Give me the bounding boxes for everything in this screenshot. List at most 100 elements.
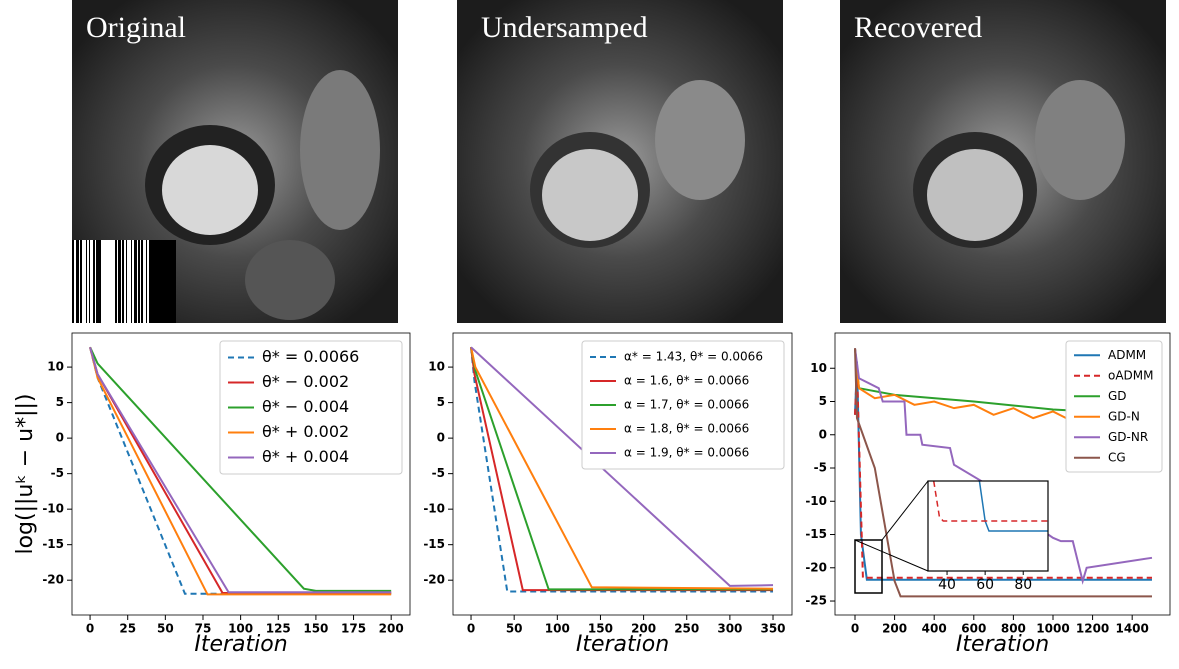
inset-frame bbox=[927, 480, 1049, 572]
plot-frame bbox=[834, 332, 1171, 616]
x-tick-label: 300 bbox=[717, 622, 742, 636]
y-tick-label: 5 bbox=[56, 395, 64, 409]
x-axis-label: Iteration bbox=[956, 632, 1049, 657]
legend-label: θ* + 0.004 bbox=[262, 447, 349, 466]
mask-line bbox=[147, 240, 149, 323]
plot-frame bbox=[452, 332, 793, 616]
y-axis-label: log(||uᵏ − u*||) bbox=[13, 393, 38, 554]
x-tick-label: 400 bbox=[922, 622, 947, 636]
image-original bbox=[72, 0, 398, 323]
y-tick-label: -5 bbox=[432, 466, 445, 480]
y-tick-label: -5 bbox=[814, 461, 827, 475]
plot-frame bbox=[71, 332, 411, 616]
x-tick-label: 350 bbox=[760, 622, 785, 636]
data-line bbox=[470, 346, 774, 587]
x-tick-label: 600 bbox=[961, 622, 986, 636]
legend-label: α = 1.6, θ* = 0.0066 bbox=[624, 374, 749, 388]
x-tick-label: 0 bbox=[851, 622, 859, 636]
mask-line bbox=[87, 240, 89, 323]
x-tick-label: 50 bbox=[506, 622, 523, 636]
y-tick-label: -5 bbox=[51, 466, 64, 480]
data-line bbox=[470, 346, 774, 590]
x-tick-label: 200 bbox=[379, 622, 404, 636]
data-line bbox=[89, 346, 392, 594]
legend-box bbox=[581, 340, 785, 470]
x-axis-label: Iteration bbox=[194, 632, 287, 657]
y-tick-label: 5 bbox=[437, 395, 445, 409]
y-tick-label: -15 bbox=[805, 527, 827, 541]
x-tick-label: 150 bbox=[303, 622, 328, 636]
x-tick-label: 100 bbox=[228, 622, 253, 636]
mask-line bbox=[132, 240, 134, 323]
x-tick-label: 75 bbox=[195, 622, 212, 636]
inset-x-tick-label: 60 bbox=[976, 577, 994, 593]
data-line bbox=[854, 348, 1153, 585]
x-tick-label: 150 bbox=[588, 622, 613, 636]
y-tick-label: -15 bbox=[42, 537, 64, 551]
image-label: Undersamped bbox=[481, 11, 648, 44]
zoom-connector bbox=[881, 480, 929, 541]
mask-line bbox=[79, 240, 80, 323]
legend-label: θ* − 0.004 bbox=[262, 397, 349, 416]
x-tick-label: 0 bbox=[467, 622, 475, 636]
y-tick-label: 10 bbox=[47, 360, 64, 374]
legend-label: α = 1.7, θ* = 0.0066 bbox=[624, 398, 749, 412]
legend-label: ADMM bbox=[1108, 348, 1146, 362]
mask-line bbox=[101, 240, 115, 323]
inset-x-tick-label: 80 bbox=[1014, 577, 1032, 593]
mask-line bbox=[137, 240, 138, 323]
mask-line bbox=[95, 240, 96, 323]
y-tick-label: -20 bbox=[42, 573, 64, 587]
y-tick-label: -10 bbox=[805, 494, 827, 508]
y-tick-label: -10 bbox=[42, 502, 64, 516]
x-tick-label: 200 bbox=[882, 622, 907, 636]
y-tick-label: -20 bbox=[423, 573, 445, 587]
mask-line bbox=[82, 240, 86, 323]
x-tick-label: 100 bbox=[545, 622, 570, 636]
legend-label: θ* − 0.002 bbox=[262, 372, 349, 391]
data-line bbox=[932, 481, 1048, 522]
legend-label: α* = 1.43, θ* = 0.0066 bbox=[624, 350, 763, 364]
x-tick-label: 50 bbox=[157, 622, 174, 636]
data-line bbox=[470, 347, 774, 593]
zoom-box bbox=[854, 539, 883, 594]
mask-line bbox=[143, 240, 146, 323]
inset-x-tick-label: 40 bbox=[938, 577, 956, 593]
y-tick-label: -20 bbox=[805, 560, 827, 574]
y-tick-label: -15 bbox=[423, 537, 445, 551]
x-tick-label: 25 bbox=[119, 622, 136, 636]
image-recovered bbox=[840, 0, 1166, 323]
mask-line bbox=[117, 240, 118, 323]
y-tick-label: -25 bbox=[805, 594, 827, 608]
legend-box bbox=[219, 340, 403, 475]
legend-label: α = 1.9, θ* = 0.0066 bbox=[624, 446, 749, 460]
y-tick-label: 0 bbox=[56, 431, 64, 445]
y-tick-label: 0 bbox=[819, 427, 827, 441]
legend-label: oADMM bbox=[1108, 368, 1154, 382]
legend-label: θ* + 0.002 bbox=[262, 422, 349, 441]
y-tick-label: 5 bbox=[819, 394, 827, 408]
y-tick-label: 0 bbox=[437, 431, 445, 445]
x-tick-label: 800 bbox=[1001, 622, 1026, 636]
mask-line bbox=[127, 240, 131, 323]
y-tick-label: -10 bbox=[423, 502, 445, 516]
legend-box bbox=[1065, 340, 1163, 473]
data-line bbox=[978, 481, 1048, 532]
mask-line bbox=[121, 240, 122, 323]
legend-label: θ* = 0.0066 bbox=[262, 347, 359, 366]
data-line bbox=[89, 346, 392, 592]
mask-line bbox=[74, 240, 76, 323]
y-tick-label: 10 bbox=[428, 360, 445, 374]
legend-label: α = 1.8, θ* = 0.0066 bbox=[624, 422, 749, 436]
legend-label: CG bbox=[1108, 450, 1126, 464]
x-tick-label: 1400 bbox=[1115, 622, 1148, 636]
x-tick-label: 125 bbox=[266, 622, 291, 636]
zoom-connector bbox=[854, 539, 929, 572]
legend-label: GD bbox=[1108, 389, 1127, 403]
image-label: Recovered bbox=[854, 11, 982, 44]
x-tick-label: 200 bbox=[631, 622, 656, 636]
x-tick-label: 175 bbox=[341, 622, 366, 636]
image-undersampled bbox=[457, 0, 783, 323]
mask-line bbox=[124, 240, 126, 323]
